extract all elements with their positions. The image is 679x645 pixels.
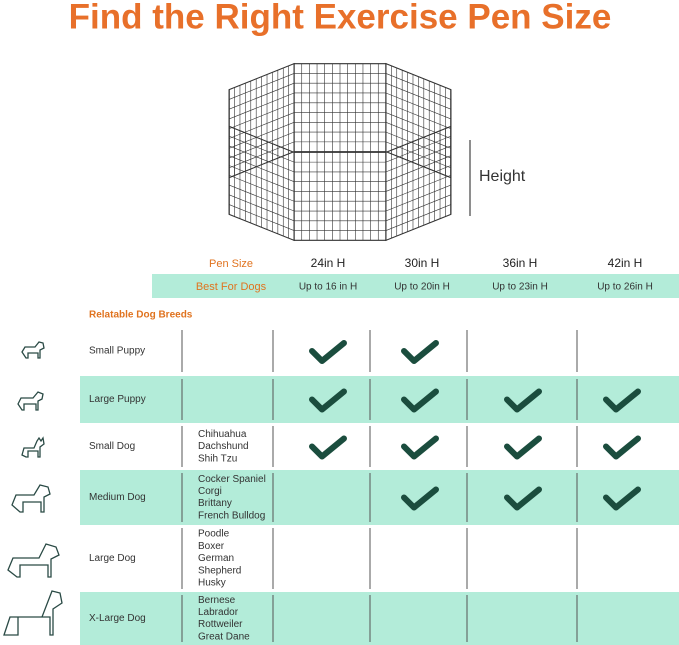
table-body: Small Puppy Large Puppy Small Dog Chihuahua… [3,330,679,645]
checkmark [309,435,347,460]
pen-illustration [228,62,452,242]
pen-wire [229,82,295,110]
pen-wire [229,73,295,100]
breed-name: Dachshund [198,441,249,452]
best-for-band [152,274,679,298]
breed-name: French Bulldog [198,510,265,521]
row-band [80,376,679,423]
checkmark [309,340,347,364]
breed-name: Cocker Spaniel [198,474,266,485]
dog-icon [17,391,44,411]
pen-wire [229,131,295,159]
best-for-value: Up to 26in H [597,282,653,293]
pen-wire [385,141,451,169]
best-for-value: Up to 23in H [492,282,548,293]
breed-name: Poodle [198,529,230,540]
section-label: Relatable Dog Breeds [89,310,193,321]
checkmark [401,388,439,413]
title: Find the Right Exercise Pen Size [69,0,612,36]
pen-wire [385,131,451,159]
dog-size: X-Large Dog [89,613,146,624]
checkmark [504,388,542,413]
row-band [80,470,679,525]
best-for-label: Best For Dogs [196,281,267,293]
dog-size: Large Puppy [89,394,146,405]
dog-icon [3,590,63,636]
pen-wire [385,102,451,130]
column-header: 24in H [311,256,346,270]
pen-wire [385,92,451,120]
checkmark [603,486,641,511]
dog-size: Small Puppy [89,346,145,357]
pen-wire [385,194,451,222]
dog-size: Medium Dog [89,492,146,503]
pen-size-label: Pen Size [209,258,253,270]
checkmark [309,388,347,413]
checkmark [504,486,542,511]
pen-wire [229,204,295,231]
pen-wire [385,82,451,110]
pen-wire [229,122,295,149]
dog-size: Small Dog [89,441,135,452]
column-header: 42in H [608,256,643,270]
breed-name: Bernese [198,595,236,606]
dog-icon [21,436,45,458]
breed-name: Great Dane [198,631,250,642]
best-for-value: Up to 20in H [394,282,450,293]
checkmark [401,435,439,460]
pen-wire [229,194,295,222]
best-for-value: Up to 16 in H [299,282,357,293]
row-band [80,592,679,645]
checkmark [603,435,641,460]
breed-name: Husky [198,578,226,589]
breed-name: Labrador [198,607,239,618]
breed-name: German [198,553,234,564]
pen-wire [229,102,295,130]
pen-wire [229,112,295,139]
pen-wire [229,92,295,120]
checkmark [504,435,542,460]
pen-wire [385,184,451,212]
column-header: 36in H [503,256,538,270]
breed-name: Chihuahua [198,429,247,440]
checkmark [401,340,439,364]
checkmark [603,388,641,413]
pen-wire [385,112,451,139]
breed-name: Rottweiler [198,619,243,630]
checkmark [401,486,439,511]
pen-wire [385,73,451,100]
dog-icon [7,543,60,578]
pen-wire [385,174,451,202]
pen-wire [385,204,451,231]
dog-size: Large Dog [89,553,136,564]
dog-icon [11,484,51,513]
pen-wire [385,122,451,149]
pen-wire [229,141,295,169]
breed-name: Corgi [198,486,222,497]
column-header: 30in H [405,256,440,270]
breed-name: Brittany [198,498,232,509]
breed-name: Shepherd [198,565,241,576]
pen-wire [229,174,295,202]
breed-name: Shih Tzu [198,453,237,464]
dog-icon [21,341,45,359]
height-label: Height [479,168,526,185]
pen-wire [229,184,295,212]
breed-name: Boxer [198,541,225,552]
